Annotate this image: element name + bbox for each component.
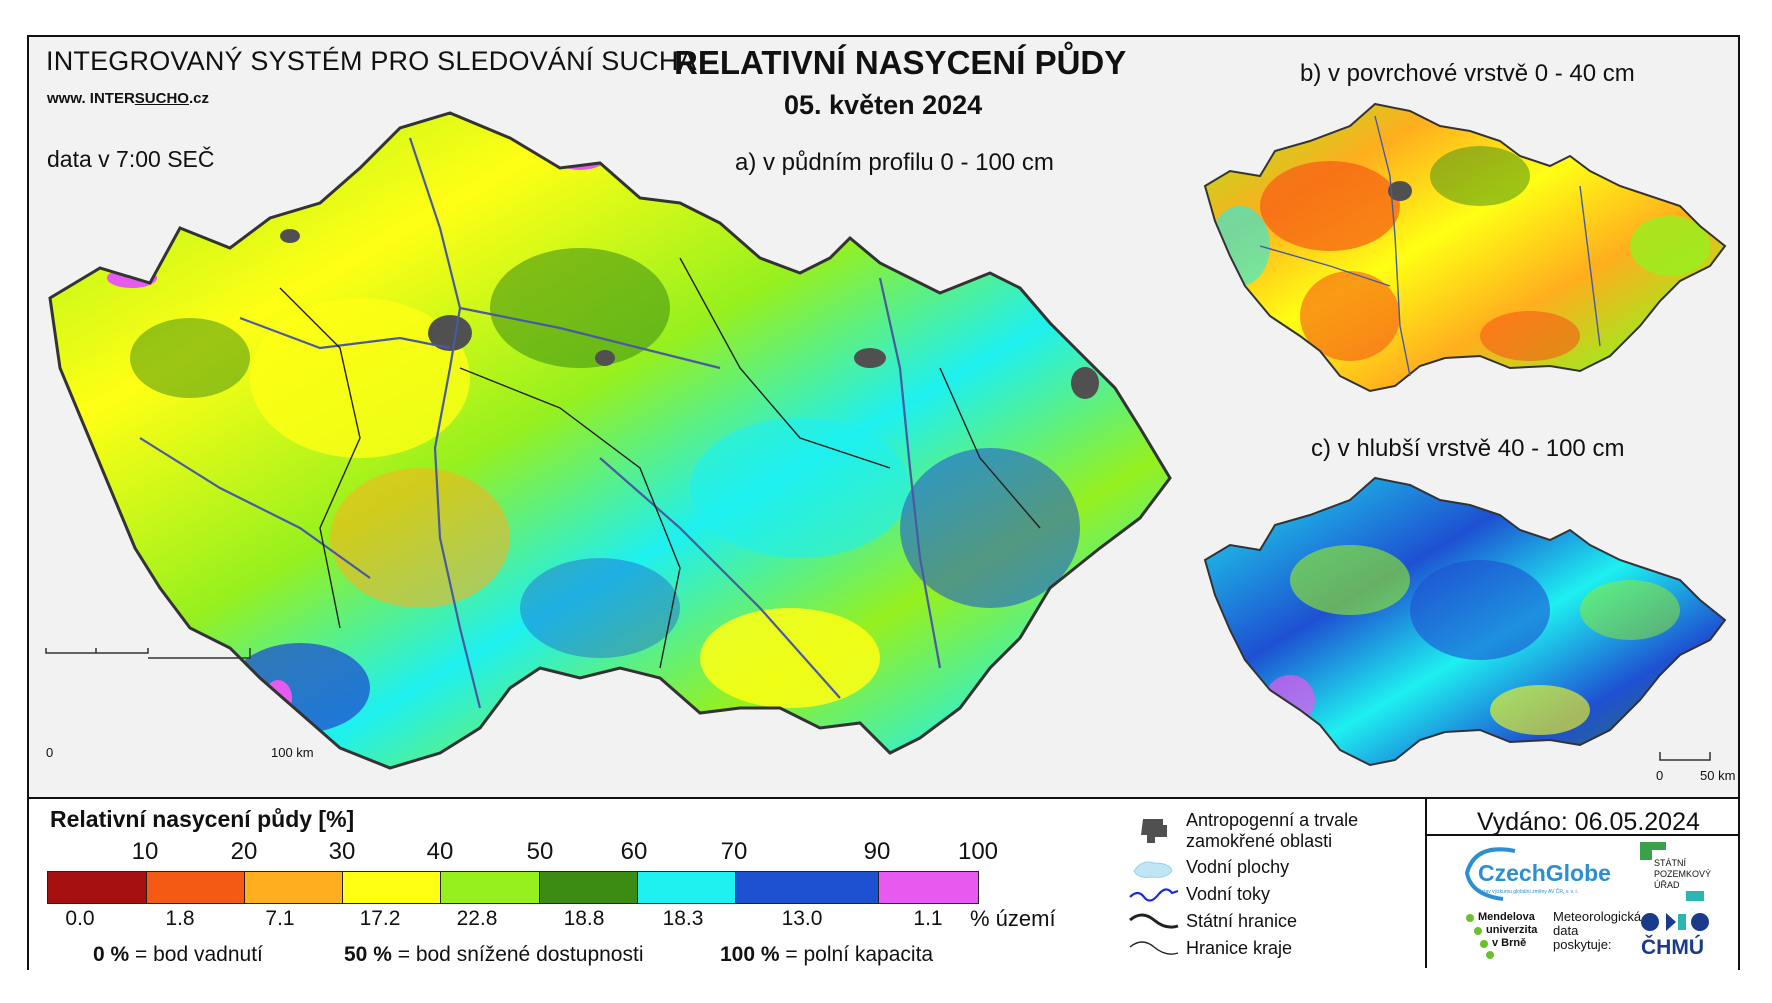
anthropogenic-symbol — [1141, 819, 1167, 843]
legend-area-pct: 18.3 — [662, 907, 704, 930]
chmu-label-1: Meteorologická — [1553, 909, 1642, 924]
scale-a-end: 100 km — [271, 745, 314, 760]
spu-logo: STÁTNÍ POZEMKOVÝ ÚŘAD — [1654, 858, 1714, 891]
legend-area-pct: 7.1 — [265, 907, 295, 930]
mendel-line-1: Mendelova — [1478, 911, 1535, 923]
spu-label: STÁTNÍ POZEMKOVÝ ÚŘAD — [1654, 858, 1712, 890]
legend-area-pct: 13.0 — [781, 907, 823, 930]
map-c-label: c) v hlubší vrstvě 40 - 100 cm — [1311, 435, 1625, 462]
spu-logo-mark — [1640, 842, 1666, 860]
url-prefix: www. INTER — [47, 90, 135, 107]
scale-c-end: 50 km — [1700, 768, 1736, 783]
def-50-value: 50 % — [344, 943, 392, 966]
chmu-provider-label: Meteorologická data poskytuje: — [1553, 910, 1641, 952]
spu-teal-mark — [1686, 891, 1704, 901]
scale-bar-a — [45, 648, 251, 659]
legend-class-swatch — [638, 872, 736, 903]
legend-class-swatch — [736, 872, 879, 903]
def-50-text: = bod snížené dostupnosti — [397, 943, 644, 966]
def-100-text: = polní kapacita — [785, 943, 934, 966]
legend-threshold: 10 — [131, 838, 159, 865]
legend-title: Relativní nasycení půdy [%] — [50, 806, 355, 832]
map-date: 05. květen 2024 — [784, 90, 983, 120]
scale-bar-c — [1659, 752, 1711, 761]
url-brand: SUCHO — [134, 90, 189, 107]
legend-threshold: 30 — [328, 838, 356, 865]
legend-threshold: 50 — [526, 838, 554, 865]
system-url[interactable]: www. INTERSUCHO.cz — [47, 90, 209, 107]
def-0-text: = bod vadnutí — [135, 943, 263, 966]
legend-class-swatch — [441, 872, 540, 903]
def-field-capacity: 100 % = polní kapacita — [720, 943, 933, 967]
def-100-value: 100 % — [720, 943, 780, 966]
legend-threshold: 20 — [230, 838, 258, 865]
water-body-symbol — [1133, 861, 1173, 878]
map-a-label: a) v půdním profilu 0 - 100 cm — [735, 149, 1054, 176]
legend-class-swatch — [245, 872, 343, 903]
scale-a-zero: 0 — [46, 745, 54, 760]
legend-threshold: 70 — [720, 838, 748, 865]
legend-area-pct: 17.2 — [359, 907, 401, 930]
chmu-logo: ČHMÚ — [1641, 936, 1704, 959]
mendel-logo: Mendelova univerzita v Brně — [1466, 911, 1537, 963]
legend-area-unit: % území — [970, 906, 1056, 931]
scale-c-zero: 0 — [1656, 768, 1664, 783]
legend-threshold: 90 — [863, 838, 891, 865]
mendel-line-2: univerzita — [1486, 924, 1538, 936]
panel-divider — [1425, 797, 1427, 968]
map-b-label: b) v povrchové vrstvě 0 - 40 cm — [1300, 60, 1635, 87]
def-reduced-availability: 50 % = bod snížené dostupnosti — [344, 943, 643, 967]
legend-area-pct: 1.8 — [165, 907, 195, 930]
region-border-symbol — [1129, 941, 1179, 955]
def-0-value: 0 % — [93, 943, 130, 966]
state-border-label: Státní hranice — [1186, 911, 1298, 931]
water-bodies-label: Vodní plochy — [1186, 857, 1290, 877]
issued-date: Vydáno: 06.05.2024 — [1477, 808, 1700, 836]
page-title: RELATIVNÍ NASYCENÍ PŮDY — [674, 44, 1127, 81]
legend-class-swatch — [147, 872, 245, 903]
legend-area-pct: 18.8 — [563, 907, 605, 930]
czechglobe-subtitle: Ústav výzkumu globální změny AV ČR, v. v… — [1478, 889, 1579, 895]
mendel-line-3: v Brně — [1492, 937, 1527, 949]
system-title: INTEGROVANÝ SYSTÉM PRO SLEDOVÁNÍ SUCHA — [46, 46, 697, 76]
legend-threshold: 40 — [426, 838, 454, 865]
anthropogenic-label-1: Antropogenní a trvale — [1186, 810, 1359, 830]
czechglobe-logo-arc — [1464, 847, 1516, 901]
legend-class-swatch — [343, 872, 441, 903]
def-wilting-point: 0 % = bod vadnutí — [93, 943, 263, 967]
legend-area-pct: 1.1 — [913, 907, 943, 930]
legend-class-swatch — [540, 872, 638, 903]
data-time: data v 7:00 SEČ — [47, 146, 215, 172]
issued-divider — [1427, 834, 1738, 836]
map-c-deeper-layer — [1203, 476, 1727, 767]
map-a-soil-profile — [45, 111, 1172, 770]
chmu-label-2: data — [1553, 923, 1579, 938]
anthropogenic-label-2: zamokřené oblasti — [1186, 831, 1333, 851]
legend-threshold: 60 — [620, 838, 648, 865]
chmu-logo-mark — [1641, 913, 1709, 931]
legend-area-pct: 22.8 — [456, 907, 498, 930]
state-border-symbol — [1129, 913, 1179, 929]
czechglobe-logo: CzechGlobe — [1478, 860, 1611, 886]
region-border-label: Hranice kraje — [1186, 938, 1293, 958]
url-suffix: .cz — [188, 90, 209, 107]
rivers-label: Vodní toky — [1186, 884, 1271, 904]
map-b-surface-layer — [1203, 102, 1727, 393]
legend-class-swatch — [48, 872, 147, 903]
legend-colorbar — [47, 871, 979, 904]
legend-threshold: 100 — [957, 838, 999, 865]
chmu-label-3: poskytuje: — [1553, 937, 1612, 952]
river-symbol — [1129, 888, 1179, 902]
legend-area-pct: 0.0 — [65, 907, 95, 930]
legend-class-swatch — [879, 872, 978, 903]
